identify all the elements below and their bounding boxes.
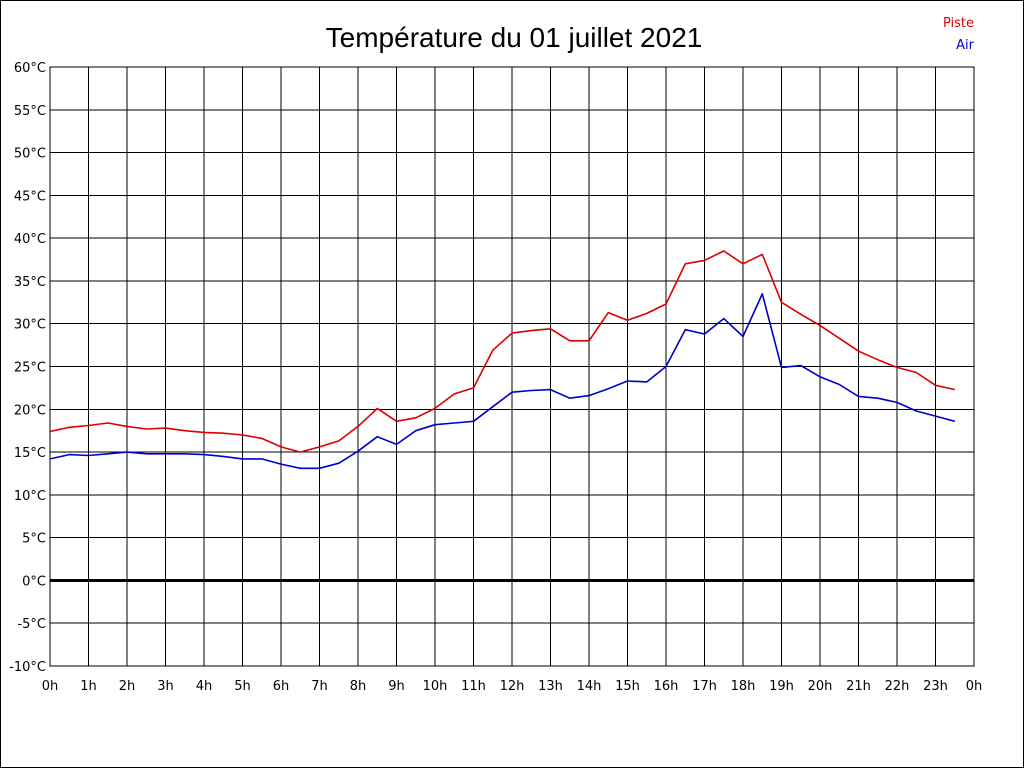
legend-entry-air: Air [956, 38, 975, 53]
x-tick-label: 6h [273, 679, 290, 694]
x-tick-label: 4h [196, 679, 213, 694]
x-tick-label: 15h [615, 679, 640, 694]
x-tick-label: 19h [769, 679, 794, 694]
y-tick-label: 60°C [14, 61, 46, 76]
y-tick-label: 50°C [14, 147, 46, 162]
x-tick-label: 1h [80, 679, 97, 694]
series-lines [49, 250, 956, 470]
x-tick-label: 12h [500, 679, 525, 694]
grid [49, 66, 975, 667]
series-line-piste [49, 250, 955, 453]
y-tick-label: 45°C [14, 189, 46, 204]
y-tick-label: 35°C [14, 275, 46, 290]
y-tick-label: 15°C [14, 446, 46, 461]
y-tick-label: 25°C [14, 361, 46, 376]
series-line-air [49, 292, 956, 470]
x-tick-label: 22h [885, 679, 910, 694]
legend: Piste Air [943, 16, 975, 53]
tick-labels: -10°C -5°C 0°C 5°C 10°C 15°C 20°C 25°C 30°C 35°C 4… [9, 61, 982, 694]
x-tick-label: 23h [923, 679, 948, 694]
y-tick-label: -5°C [17, 617, 46, 632]
x-tick-label: 20h [808, 679, 833, 694]
x-tick-label: 16h [654, 679, 679, 694]
legend-entry-piste: Piste [943, 16, 974, 31]
plot-frame [49, 66, 975, 667]
y-tick-label: 10°C [14, 489, 46, 504]
y-tick-label: 5°C [22, 532, 46, 547]
y-tick-label: 0°C [22, 574, 46, 589]
x-tick-label: 5h [234, 679, 251, 694]
x-tick-label: 10h [423, 679, 448, 694]
y-tick-label: -10°C [9, 660, 46, 675]
y-tick-label: 40°C [14, 232, 46, 247]
y-tick-label: 20°C [14, 403, 46, 418]
x-tick-label: 0h [966, 679, 983, 694]
y-tick-label: 55°C [14, 104, 46, 119]
x-tick-label: 2h [119, 679, 136, 694]
x-tick-label: 9h [388, 679, 405, 694]
x-tick-label: 8h [350, 679, 367, 694]
x-tick-label: 13h [538, 679, 563, 694]
x-tick-label: 11h [461, 679, 486, 694]
x-tick-label: 14h [577, 679, 602, 694]
y-tick-label: 30°C [14, 318, 46, 333]
x-tick-label: 21h [846, 679, 871, 694]
x-tick-label: 3h [157, 679, 174, 694]
chart-title: Température du 01 juillet 2021 [326, 22, 703, 53]
x-tick-label: 17h [692, 679, 717, 694]
x-tick-label: 7h [311, 679, 328, 694]
x-tick-label: 0h [42, 679, 59, 694]
x-tick-label: 18h [731, 679, 756, 694]
